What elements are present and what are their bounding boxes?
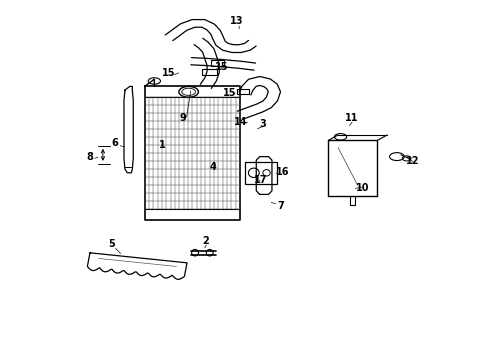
Text: 9: 9 [180, 113, 187, 123]
Bar [245, 162, 277, 184]
Text: 16: 16 [275, 167, 289, 177]
Text: 15: 15 [162, 68, 176, 78]
Text: 3: 3 [260, 119, 267, 129]
Text: 7: 7 [277, 201, 284, 211]
Text: 15: 15 [222, 88, 236, 98]
Text: 17: 17 [254, 175, 268, 185]
Text: 2: 2 [202, 236, 209, 246]
Bar [202, 69, 217, 75]
Text: 1: 1 [159, 140, 166, 150]
Text: 4: 4 [210, 162, 217, 172]
Bar [237, 89, 249, 94]
Text: 11: 11 [344, 113, 358, 123]
Text: 13: 13 [230, 15, 244, 26]
Text: 15: 15 [215, 62, 228, 72]
Text: 12: 12 [406, 156, 420, 166]
Bar [211, 60, 224, 66]
Text: 5: 5 [108, 239, 115, 249]
Text: 6: 6 [112, 138, 119, 148]
Text: 8: 8 [86, 152, 93, 162]
Text: 14: 14 [234, 117, 248, 127]
Text: 10: 10 [356, 183, 369, 193]
